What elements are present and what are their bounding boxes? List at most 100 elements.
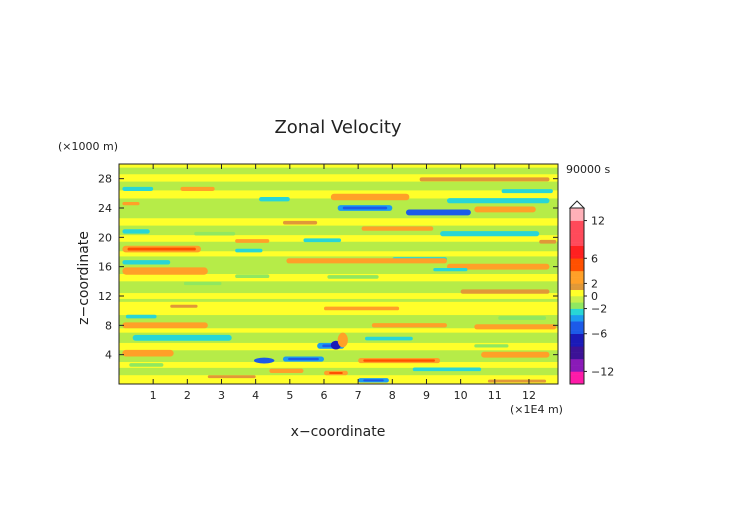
field-zero-band xyxy=(119,293,558,299)
positive-velocity-band xyxy=(481,351,550,358)
colorbar-tick-label: 0 xyxy=(591,290,598,303)
colorbar-swatch xyxy=(570,321,584,325)
negative-velocity-band xyxy=(474,344,509,348)
positive-velocity-band xyxy=(330,193,410,201)
negative-velocity-band xyxy=(327,275,379,279)
negative-velocity-band xyxy=(364,336,413,341)
colorbar-swatch xyxy=(570,236,584,240)
positive-velocity-band xyxy=(122,349,174,357)
colorbar-swatch xyxy=(570,365,584,369)
colorbar-swatch xyxy=(570,355,584,360)
negative-velocity-band xyxy=(446,198,550,204)
positive-velocity-band xyxy=(235,239,270,243)
colorbar-swatch xyxy=(570,233,584,237)
colorbar-swatch xyxy=(570,352,584,357)
colorbar-swatch xyxy=(570,380,584,385)
colorbar-overflow-triangle xyxy=(568,200,586,209)
negative-velocity-band xyxy=(122,260,171,265)
negative-velocity-band xyxy=(501,189,553,194)
colorbar-swatch xyxy=(570,299,584,303)
colorbar-swatch xyxy=(570,346,584,350)
colorbar-swatch xyxy=(570,217,584,221)
positive-velocity-band xyxy=(487,379,547,383)
negative-velocity-band xyxy=(288,357,319,361)
negative-velocity-band xyxy=(129,363,164,367)
chart-title: Zonal Velocity xyxy=(274,117,401,138)
x-tick-label: 10 xyxy=(454,389,468,402)
positive-velocity-band xyxy=(474,206,536,213)
y-tick-label: 24 xyxy=(98,202,112,215)
x-tick-label: 5 xyxy=(286,389,293,402)
field-zero-band xyxy=(119,362,558,368)
colorbar-swatch xyxy=(570,368,584,372)
y-axis-label: z−coordinate xyxy=(76,231,92,325)
colorbar-swatch xyxy=(570,336,584,341)
colorbar-swatch xyxy=(570,308,584,313)
y-tick-label: 12 xyxy=(98,290,112,303)
colorbar-swatch xyxy=(570,239,584,243)
x-tick-label: 8 xyxy=(389,389,396,402)
positive-velocity-band xyxy=(474,324,557,330)
colorbar-swatch xyxy=(570,330,584,335)
positive-velocity-band xyxy=(122,267,208,275)
negative-velocity-band xyxy=(194,231,236,236)
positive-velocity-band xyxy=(122,201,140,206)
y-tick-label: 28 xyxy=(98,173,112,186)
colorbar-swatch xyxy=(570,289,584,294)
x-tick-label: 2 xyxy=(184,389,191,402)
colorbar-swatch xyxy=(570,358,584,363)
colorbar-tick-label: −12 xyxy=(591,365,614,378)
colorbar-swatch xyxy=(570,274,584,278)
colorbar-swatch xyxy=(570,255,584,259)
y-tick-label: 16 xyxy=(98,261,112,274)
positive-velocity-band xyxy=(363,359,436,362)
colorbar-swatch xyxy=(570,349,584,353)
colorbar-tick-label: 12 xyxy=(591,215,605,228)
positive-velocity-band xyxy=(323,306,400,311)
positive-velocity-band xyxy=(269,368,304,373)
negative-velocity-band xyxy=(411,211,466,214)
x-axis-ticks: 1 2 3 4 5 6 7 8 9 10 11 12 xyxy=(150,164,536,402)
negative-velocity-band xyxy=(363,379,384,382)
x-tick-label: 4 xyxy=(252,389,259,402)
positive-velocity-band xyxy=(419,177,550,182)
colorbar-swatch xyxy=(570,211,584,215)
negative-velocity-band xyxy=(342,206,388,210)
colorbar-tick-label: 6 xyxy=(591,252,598,265)
y-tick-label: 4 xyxy=(105,349,112,362)
colorbar-swatch xyxy=(570,270,584,275)
field-zero-band xyxy=(119,164,558,168)
negative-velocity-band xyxy=(125,314,157,319)
colorbar-swatch xyxy=(570,324,584,328)
x-tick-label: 12 xyxy=(522,389,536,402)
colorbar: 12 6 20−2 −6 −12 xyxy=(568,200,614,385)
y-axis-ticks: 4 8 12 16 20 24 28 xyxy=(98,173,558,362)
x-tick-label: 9 xyxy=(423,389,430,402)
positive-velocity-band xyxy=(170,304,198,308)
field-zero-band xyxy=(119,218,558,226)
positive-velocity-band xyxy=(329,372,343,374)
colorbar-swatch xyxy=(570,267,584,272)
y-tick-label: 8 xyxy=(105,319,112,332)
colorbar-swatch xyxy=(570,296,584,300)
colorbar-swatch xyxy=(570,248,584,253)
colorbar-swatch xyxy=(570,280,584,284)
negative-velocity-band xyxy=(259,197,290,202)
colorbar-swatch xyxy=(570,340,584,344)
positive-velocity-band xyxy=(539,239,557,244)
colorbar-swatch xyxy=(570,302,584,306)
negative-velocity-band xyxy=(122,229,150,234)
negative-velocity-band xyxy=(498,316,547,320)
colorbar-swatch xyxy=(570,214,584,218)
positive-velocity-band xyxy=(127,247,196,251)
colorbar-swatch xyxy=(570,252,584,256)
negative-velocity-band xyxy=(440,231,540,237)
plot-frame xyxy=(118,163,559,385)
negative-velocity-band xyxy=(433,267,468,272)
y-tick-label: 20 xyxy=(98,231,112,244)
negative-velocity-band xyxy=(235,248,263,253)
positive-velocity-band xyxy=(122,322,208,329)
colorbar-swatch xyxy=(570,343,584,347)
x-tick-label: 1 xyxy=(150,389,157,402)
positive-velocity-band xyxy=(180,186,215,191)
